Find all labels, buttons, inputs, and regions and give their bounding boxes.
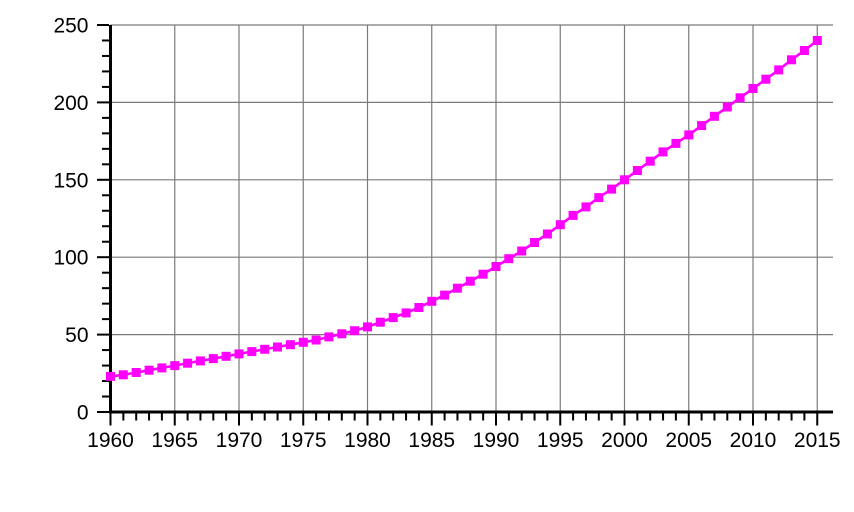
data-point-marker: [761, 74, 771, 84]
y-tick-label: 250: [53, 15, 88, 38]
data-point-marker: [491, 262, 501, 271]
data-point-marker: [375, 317, 385, 327]
data-point-marker: [401, 308, 411, 318]
data-point-marker: [709, 111, 719, 121]
data-point-marker: [722, 102, 732, 112]
data-point-marker: [106, 371, 115, 381]
data-point-marker: [195, 356, 205, 366]
data-point-marker: [504, 254, 514, 264]
y-tick-label: 100: [53, 247, 88, 270]
data-point-marker: [118, 370, 128, 380]
data-point-marker: [208, 354, 218, 364]
data-point-marker: [787, 55, 796, 65]
data-point-marker: [311, 335, 321, 345]
data-point-marker: [697, 121, 707, 131]
y-tick-label: 150: [53, 169, 88, 192]
data-point-marker: [440, 290, 450, 300]
x-tick-label: 1965: [151, 429, 198, 452]
y-tick-label: 0: [77, 402, 89, 425]
data-point-marker: [581, 202, 591, 212]
data-point-marker: [594, 193, 604, 203]
data-point-marker: [298, 337, 308, 347]
data-point-marker: [414, 303, 424, 312]
data-series-line: [110, 39, 819, 378]
x-tick-label: 1960: [87, 429, 134, 452]
data-point-marker: [684, 130, 694, 140]
data-point-marker: [247, 347, 257, 357]
data-point-marker: [324, 332, 334, 342]
data-point-marker: [170, 361, 180, 371]
data-point-marker: [427, 296, 437, 306]
data-point-marker: [735, 93, 745, 103]
data-point-marker: [285, 340, 295, 350]
y-tick-label: 200: [53, 92, 88, 115]
data-point-marker: [183, 358, 193, 368]
data-point-marker: [542, 229, 552, 239]
x-tick-label: 1975: [280, 429, 327, 452]
data-point-marker: [799, 46, 809, 55]
x-tick-label: 1985: [408, 429, 455, 452]
x-tick-label: 1990: [473, 429, 520, 452]
data-point-marker: [144, 365, 154, 375]
data-point-marker: [260, 344, 270, 354]
data-point-marker: [658, 147, 668, 157]
data-point-marker: [363, 322, 372, 332]
data-point-marker: [748, 84, 758, 93]
x-tick-label: 2010: [730, 429, 777, 452]
x-tick-label: 1995: [537, 429, 584, 452]
data-point-marker: [555, 220, 565, 230]
x-tick-label: 2005: [665, 429, 712, 452]
y-tick-label: 50: [65, 324, 88, 347]
data-point-marker: [530, 238, 539, 247]
data-point-marker: [157, 363, 167, 373]
data-point-marker: [388, 313, 398, 323]
data-point-marker: [620, 175, 629, 185]
x-tick-label: 1970: [216, 429, 263, 452]
data-point-marker: [131, 368, 141, 377]
data-point-marker: [812, 36, 822, 45]
data-point-marker: [478, 269, 488, 279]
data-point-marker: [234, 349, 244, 359]
data-point-marker: [517, 246, 527, 256]
data-point-marker: [568, 210, 578, 220]
data-point-marker: [774, 65, 784, 75]
data-point-marker: [337, 329, 347, 339]
data-point-marker: [350, 326, 360, 336]
data-point-marker: [273, 342, 282, 352]
x-tick-label: 2015: [794, 429, 841, 452]
data-point-marker: [632, 166, 642, 175]
data-point-marker: [645, 156, 655, 166]
x-tick-label: 1980: [344, 429, 391, 452]
data-point-marker: [465, 276, 475, 286]
data-point-marker: [607, 184, 617, 194]
data-point-marker: [671, 138, 681, 148]
data-point-marker: [221, 351, 231, 361]
data-point-marker: [452, 283, 462, 293]
x-tick-label: 2000: [601, 429, 648, 452]
